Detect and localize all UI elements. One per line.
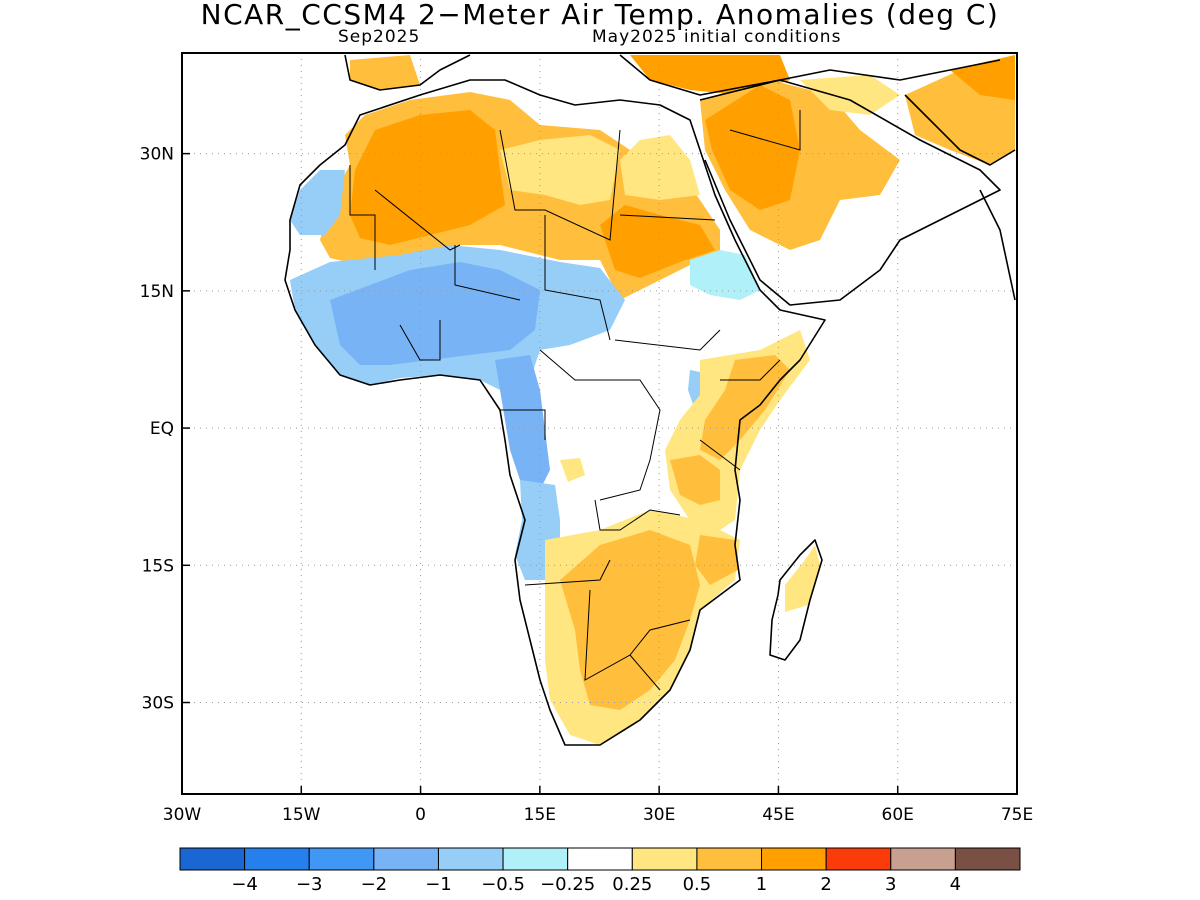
warm-tanzania — [670, 455, 720, 505]
colorbar-swatch-9 — [761, 847, 827, 871]
anomaly-field — [285, 55, 1015, 745]
colorbar-label-3: −1 — [425, 874, 452, 895]
y-tick-label-2: EQ — [150, 419, 174, 439]
y-tick-label-3: 15S — [142, 556, 174, 576]
mild-libya — [620, 135, 700, 200]
x-tick-label-2: 0 — [415, 805, 426, 825]
colorbar-swatch-6 — [567, 847, 633, 871]
y-tick-label-1: 15N — [140, 282, 174, 302]
warm-mozambique — [695, 535, 738, 585]
warm-madagascar — [785, 545, 820, 612]
warm-med-north — [350, 55, 420, 90]
plot-frame — [181, 52, 1018, 795]
colorbar-swatch-7 — [631, 847, 698, 871]
colorbar-label-6: 0.25 — [612, 874, 652, 895]
colorbar-swatch-11 — [890, 847, 956, 871]
colorbar-label-5: −0.25 — [540, 874, 595, 895]
warm-sahara-east — [600, 205, 715, 278]
warm-arabia-core — [705, 85, 800, 210]
coastlines — [284, 54, 1016, 746]
colorbar-label-7: 0.5 — [683, 874, 712, 895]
x-tick-label-4: 30E — [643, 805, 675, 825]
x-axis-labels: 30W 15W 0 15E 30E 45E 60E 75E — [163, 805, 1033, 825]
colorbar-label-11: 4 — [950, 874, 961, 895]
warm-sahara-core — [350, 110, 505, 245]
colorbar-swatch-2 — [308, 847, 375, 871]
x-tick-label-5: 45E — [762, 805, 794, 825]
colorbar-swatch-1 — [244, 847, 310, 871]
mild-egypt — [500, 135, 620, 205]
colorbar-swatch-12 — [954, 847, 1021, 871]
colorbar-label-10: 3 — [885, 874, 896, 895]
mild-caucasus — [800, 75, 900, 115]
colorbar — [179, 847, 1021, 871]
y-axis-labels: 30N 15N EQ 15S 30S — [140, 145, 174, 714]
mild-gabon-patch — [560, 458, 585, 482]
y-tick-label-4: 30S — [142, 694, 174, 714]
colorbar-label-2: −2 — [361, 874, 388, 895]
colorbar-label-8: 1 — [756, 874, 767, 895]
colorbar-swatch-10 — [825, 847, 892, 871]
colorbar-swatch-0 — [179, 847, 246, 871]
x-tick-label-6: 60E — [882, 805, 914, 825]
country-borders — [349, 110, 801, 691]
colorbar-label-4: −0.5 — [481, 874, 525, 895]
warm-kenya — [700, 355, 790, 460]
x-tick-label-0: 30W — [163, 805, 202, 825]
colorbar-swatch-4 — [437, 847, 504, 871]
forecast-month: Sep2025 — [338, 27, 421, 47]
x-tick-label-7: 75E — [1001, 805, 1033, 825]
initial-conditions: May2025 initial conditions — [592, 27, 842, 47]
cool-congo-coast — [495, 355, 550, 490]
colorbar-swatch-5 — [502, 847, 569, 871]
warm-southern-core — [560, 530, 700, 710]
axis-ticks — [181, 152, 1018, 794]
x-tick-label-3: 15E — [524, 805, 556, 825]
cool-sahel-core — [330, 262, 540, 365]
colorbar-labels: −4 −3 −2 −1 −0.5 −0.25 0.25 0.5 1 2 3 4 — [231, 874, 961, 895]
cool-mauritania — [290, 170, 345, 235]
x-tick-label-1: 15W — [282, 805, 321, 825]
y-tick-label-0: 30N — [140, 145, 174, 165]
colorbar-label-1: −3 — [296, 874, 323, 895]
colorbar-swatch-8 — [696, 847, 763, 871]
colorbar-label-9: 2 — [820, 874, 831, 895]
map-title: NCAR_CCSM4 2−Meter Air Temp. Anomalies (… — [200, 0, 1000, 31]
colorbar-swatch-3 — [373, 847, 439, 871]
colorbar-label-0: −4 — [231, 874, 258, 895]
cool-horn-strip — [690, 250, 760, 300]
